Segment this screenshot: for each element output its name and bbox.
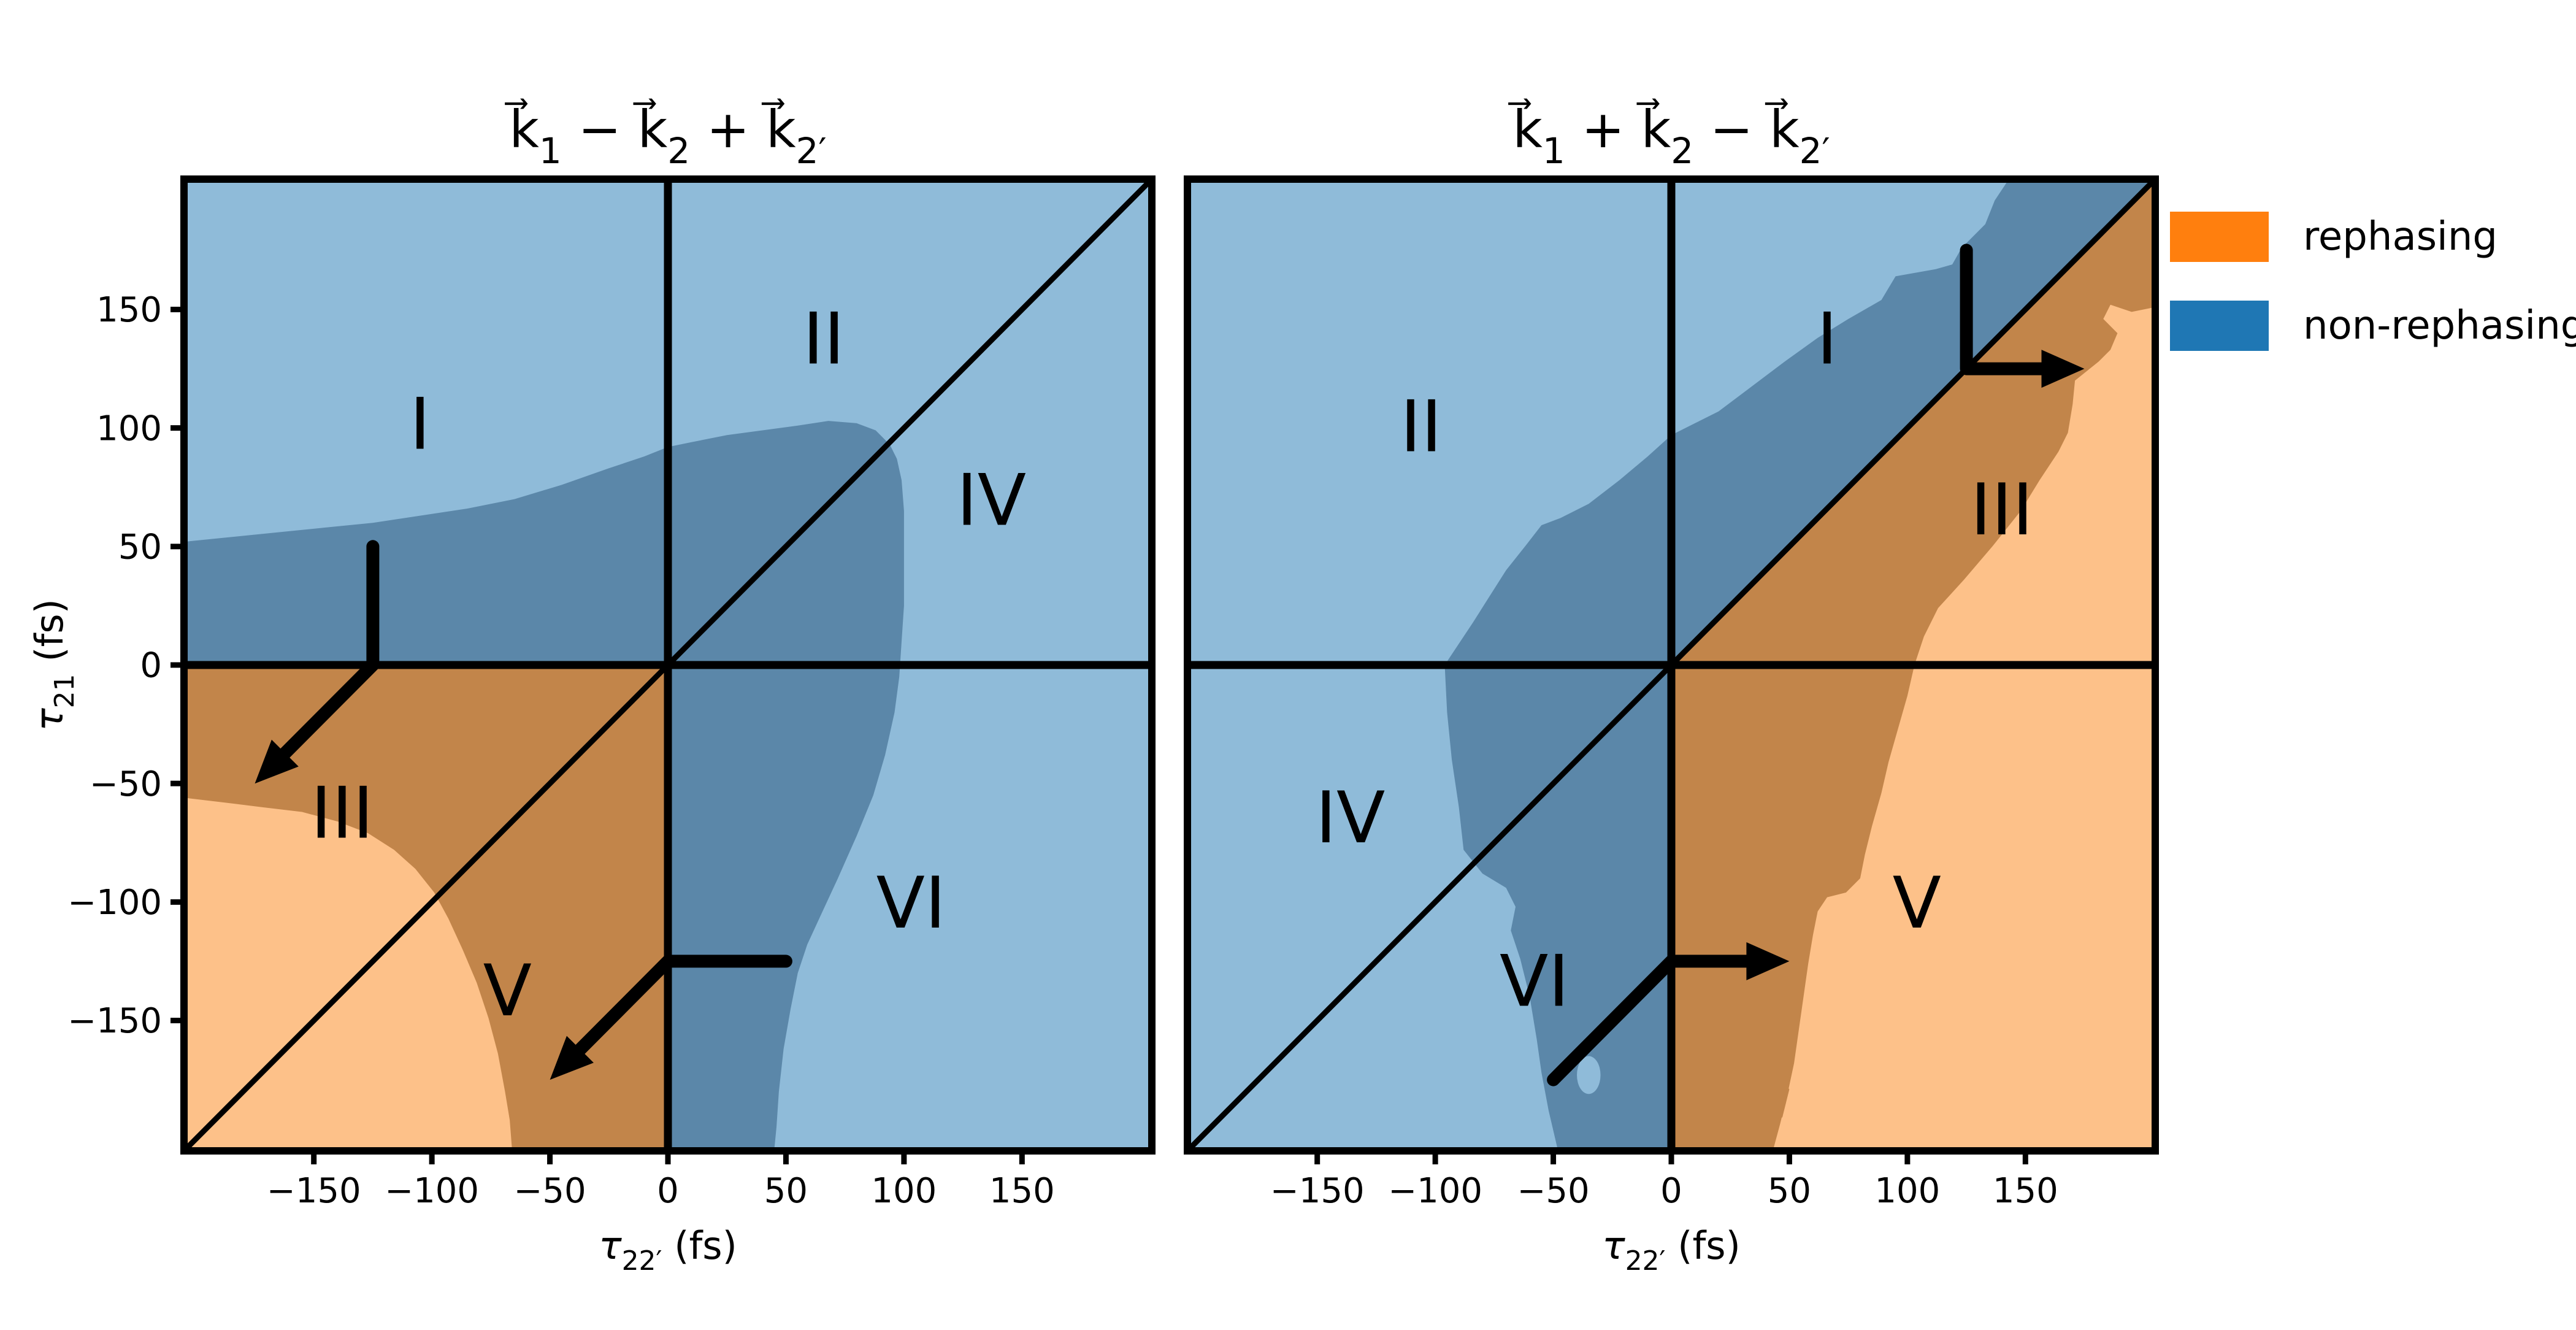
title-part: + bbox=[1565, 99, 1641, 160]
x-axis-label-right: τ22′ (fs) bbox=[1602, 1223, 1741, 1277]
ytick-label-2: 50 bbox=[118, 527, 162, 567]
ytick-label-5: −100 bbox=[67, 883, 162, 923]
x-axis-label-unit: (fs) bbox=[662, 1223, 737, 1268]
title-part: k⃗ bbox=[1636, 99, 1671, 160]
x-axis-label-symbol: τ bbox=[599, 1223, 622, 1268]
legend-label-rephasing: rephasing bbox=[2303, 214, 2497, 259]
xtick-label-left-1: −100 bbox=[385, 1171, 479, 1211]
x-axis-label-subscript: 22′ bbox=[622, 1245, 662, 1277]
ytick-label-6: −150 bbox=[67, 1001, 162, 1041]
region-island-light_blue bbox=[1577, 1056, 1601, 1094]
region-label-left-IV: IV bbox=[956, 459, 1026, 542]
title-part-sub: 1 bbox=[539, 130, 562, 172]
ytick-label-4: −50 bbox=[90, 764, 162, 804]
xtick-label-left-4: 50 bbox=[764, 1171, 808, 1211]
xtick-label-right-3: 0 bbox=[1660, 1171, 1682, 1211]
title-part-sub: 2′ bbox=[796, 130, 827, 172]
left-pulse-order-arrow-2-shaft bbox=[571, 955, 792, 1059]
title-part: k⃗ bbox=[1508, 99, 1543, 160]
xtick-label-right-1: −100 bbox=[1388, 1171, 1482, 1211]
non-rephasing-swatch-icon bbox=[2170, 301, 2269, 351]
xtick-label-left-6: 150 bbox=[989, 1171, 1055, 1211]
region-label-left-II: II bbox=[803, 298, 845, 381]
title-part-sub: 2 bbox=[667, 130, 690, 172]
legend-label-non-rephasing: non-rephasing bbox=[2303, 303, 2576, 348]
legend-row-non-rephasing: non-rephasing bbox=[2170, 301, 2576, 351]
ytick-label-1: 100 bbox=[96, 409, 162, 448]
title-part: − bbox=[1693, 99, 1769, 160]
title-part-sub: 2 bbox=[1671, 130, 1693, 172]
region-label-right-I: I bbox=[1817, 298, 1838, 381]
ytick-label-3: 0 bbox=[140, 646, 162, 686]
x-axis-label-left: τ22′ (fs) bbox=[599, 1223, 737, 1277]
region-label-right-III: III bbox=[1971, 469, 2034, 552]
xtick-label-right-0: −150 bbox=[1270, 1171, 1365, 1211]
left-pulse-order-arrow-1-shaft bbox=[276, 540, 380, 763]
region-fill-dark_blue-left-2 bbox=[184, 421, 904, 1151]
ytick-label-0: 150 bbox=[96, 290, 162, 330]
xtick-label-right-6: 150 bbox=[1993, 1171, 2058, 1211]
region-fill-brown-right-2 bbox=[1766, 1072, 1790, 1118]
title-part-sub: 2′ bbox=[1800, 130, 1830, 172]
title-part: k⃗ bbox=[633, 99, 668, 160]
region-label-left-V: V bbox=[483, 950, 532, 1032]
region-fill-dark_blue-right-3 bbox=[1444, 179, 2155, 1151]
title-part: k⃗ bbox=[505, 99, 540, 160]
xtick-label-right-2: −50 bbox=[1517, 1171, 1589, 1211]
x-axis-label-unit: (fs) bbox=[1666, 1223, 1741, 1268]
right-pulse-order-arrow-1-head-icon bbox=[2041, 350, 2085, 388]
region-label-right-IV: IV bbox=[1316, 777, 1386, 859]
right-pulse-order-arrow-2-head-icon bbox=[1746, 942, 1790, 980]
region-label-right-V: V bbox=[1893, 862, 1941, 945]
left-pulse-order-arrow-2-head-icon bbox=[550, 1036, 594, 1080]
y-axis-label: τ21 (fs) bbox=[27, 599, 80, 731]
x-axis-label-subscript: 22′ bbox=[1625, 1245, 1666, 1277]
title-part: k⃗ bbox=[1765, 99, 1800, 160]
title-part: + bbox=[690, 99, 766, 160]
right-pulse-order-arrow-1-shaft bbox=[1960, 244, 2052, 375]
xtick-label-left-3: 0 bbox=[657, 1171, 679, 1211]
x-axis-label-symbol: τ bbox=[1602, 1223, 1625, 1268]
region-label-right-II: II bbox=[1400, 386, 1442, 469]
panel-title-right: k⃗1 + k⃗2 − k⃗2′ bbox=[1508, 99, 1830, 172]
panel-title-left: k⃗1 − k⃗2 + k⃗2′ bbox=[505, 99, 827, 172]
rephasing-swatch-icon bbox=[2170, 212, 2269, 262]
region-fill-light_orange-left-1 bbox=[184, 798, 512, 1151]
legend-row-rephasing: rephasing bbox=[2170, 212, 2576, 262]
region-label-left-III: III bbox=[311, 772, 374, 855]
title-part: − bbox=[562, 99, 638, 160]
title-part: k⃗ bbox=[761, 99, 796, 160]
y-axis-label-symbol: τ bbox=[27, 708, 72, 731]
xtick-label-left-0: −150 bbox=[267, 1171, 361, 1211]
xtick-label-left-5: 100 bbox=[871, 1171, 937, 1211]
xtick-label-right-5: 100 bbox=[1874, 1171, 1940, 1211]
region-label-left-I: I bbox=[410, 383, 431, 466]
xtick-label-left-2: −50 bbox=[513, 1171, 586, 1211]
left-pulse-order-arrow-1-head-icon bbox=[255, 739, 299, 784]
y-axis-label-unit: (fs) bbox=[27, 599, 72, 674]
right-pulse-order-arrow-2-shaft bbox=[1547, 955, 1757, 1086]
xtick-label-right-4: 50 bbox=[1768, 1171, 1811, 1211]
region-label-left-VI: VI bbox=[876, 862, 946, 945]
y-axis-label-subscript: 21 bbox=[49, 674, 80, 708]
legend: rephasing non-rephasing bbox=[2170, 212, 2576, 390]
title-part-sub: 1 bbox=[1543, 130, 1565, 172]
region-label-right-VI: VI bbox=[1500, 940, 1570, 1023]
